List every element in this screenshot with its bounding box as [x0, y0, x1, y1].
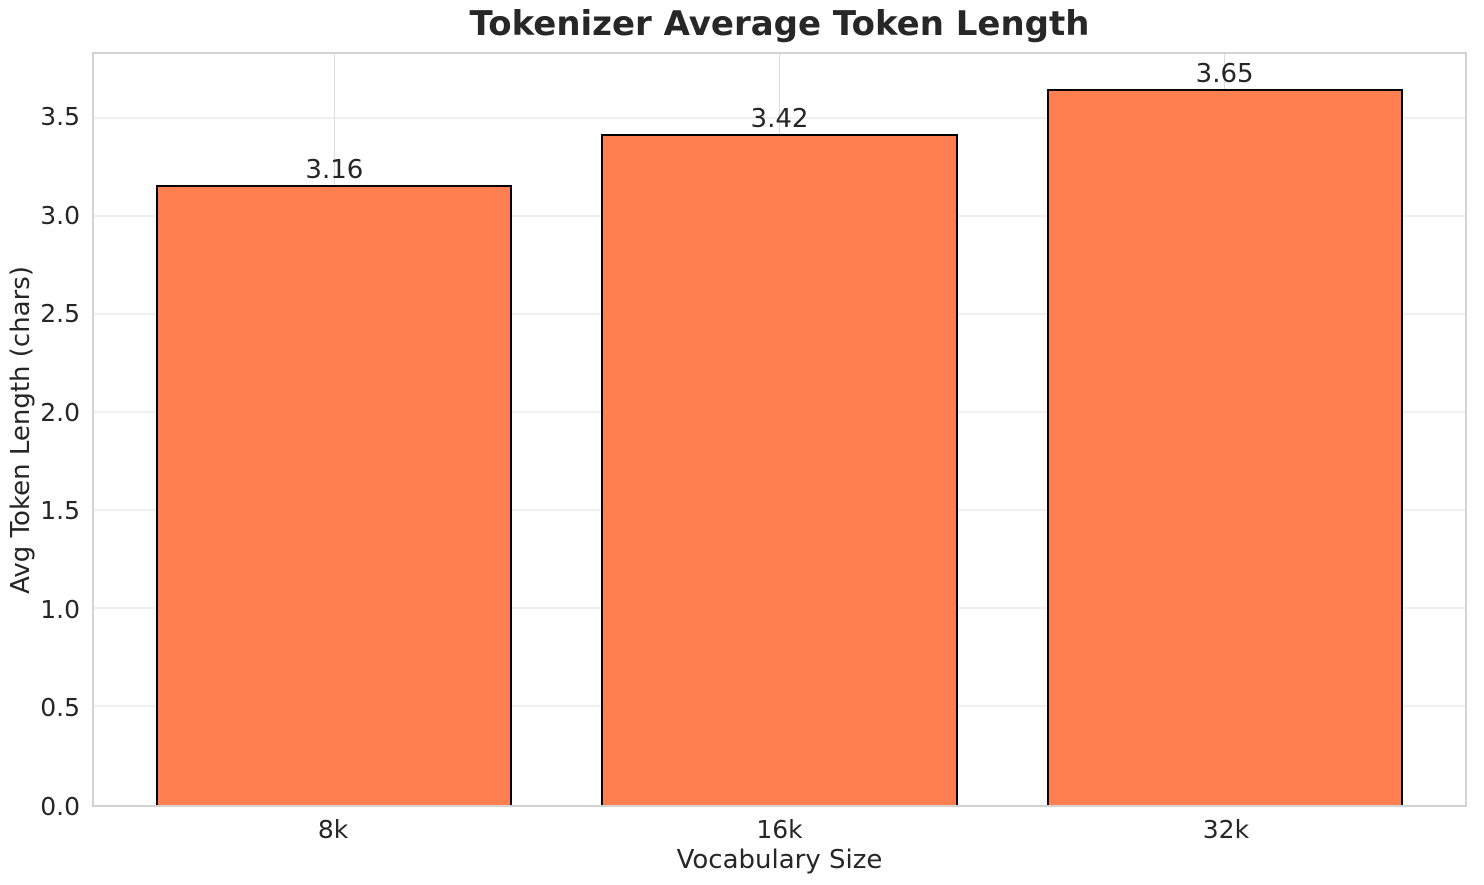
ytick-1.0: 1.0 — [40, 594, 80, 624]
ytick-1.5: 1.5 — [40, 496, 80, 526]
xtick-16k: 16k — [756, 815, 803, 844]
bar-value-label-8k: 3.16 — [305, 155, 364, 186]
ytick-0.5: 0.5 — [40, 693, 80, 723]
bar-32k — [1046, 89, 1403, 805]
xtick-8k: 8k — [317, 815, 349, 844]
ytick-3.0: 3.0 — [40, 200, 80, 230]
bar-value-label-16k: 3.42 — [750, 104, 809, 135]
bar-16k — [601, 134, 958, 805]
chart-title: Tokenizer Average Token Length — [469, 4, 1090, 44]
x-axis-label: Vocabulary Size — [676, 845, 883, 875]
ytick-2.5: 2.5 — [40, 299, 80, 329]
ytick-2.0: 2.0 — [40, 397, 80, 427]
plot-area: 3.16 3.42 3.65 — [92, 52, 1467, 807]
ytick-0.0: 0.0 — [40, 792, 80, 821]
bar-8k — [156, 185, 513, 805]
ytick-3.5: 3.5 — [40, 102, 80, 132]
bar-value-label-32k: 3.65 — [1195, 59, 1254, 90]
xtick-32k: 32k — [1202, 815, 1250, 844]
